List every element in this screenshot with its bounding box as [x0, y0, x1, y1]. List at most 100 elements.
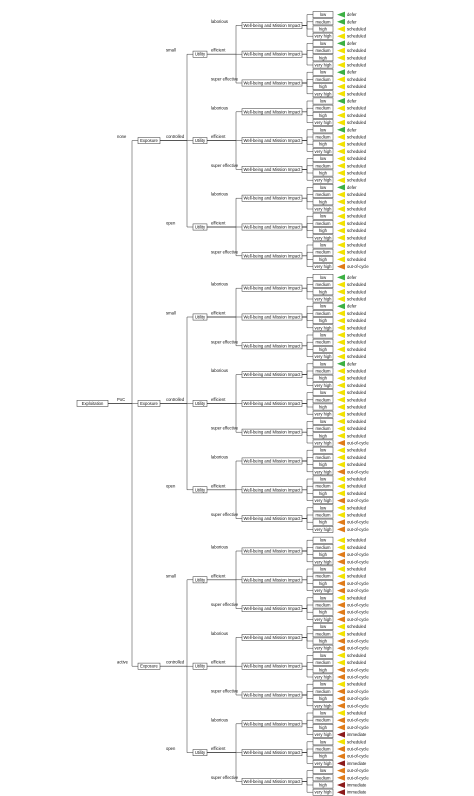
edge-wellbeing-level — [302, 21, 313, 26]
outcome-scheduled: scheduled — [347, 426, 367, 431]
outcome-marker — [337, 18, 345, 25]
impact-level-very-high-box — [312, 558, 334, 566]
wellbeing-node-box — [241, 778, 303, 785]
wellbeing-node-label: Well-being and Mission Impact — [244, 167, 302, 172]
edge-utility-wellbeing — [207, 316, 242, 347]
edge-wellbeing-level — [302, 431, 313, 437]
outcome-scheduled: scheduled — [347, 405, 367, 410]
edge-wellbeing-level — [302, 568, 313, 581]
outcome-marker — [337, 368, 345, 374]
wellbeing-node-label: Well-being and Mission Impact — [244, 109, 302, 114]
edge-wellbeing-level — [302, 478, 313, 491]
impact-level-high-label: high — [319, 783, 328, 788]
edge-wellbeing-level — [302, 550, 313, 563]
wellbeing-node-label: Well-being and Mission Impact — [244, 487, 302, 492]
impact-level-low: low — [312, 360, 334, 368]
outcome-scheduled: scheduled — [347, 106, 367, 111]
outcome-defer: defer — [347, 70, 357, 75]
impact-level-high: high — [312, 608, 334, 616]
wellbeing-node-box — [241, 252, 303, 260]
edge-wellbeing-level — [302, 752, 313, 764]
utility-value-efficient: efficient — [211, 221, 226, 226]
wellbeing-node-label: Well-being and Mission Impact — [244, 549, 302, 554]
utility-node-box — [192, 400, 208, 407]
utility-node-label: Utility — [195, 138, 206, 143]
outcome-out-of-cycle: out-of-cycle — [347, 264, 369, 269]
outcome-marker — [337, 54, 345, 61]
impact-level-medium-label: medium — [316, 455, 331, 460]
outcome-scheduled: scheduled — [347, 63, 367, 68]
wellbeing-node-label: Well-being and Mission Impact — [244, 343, 302, 348]
exposure-value-controlled: controlled — [166, 134, 185, 139]
impact-level-high-label: high — [319, 552, 328, 557]
utility-node: Utility — [192, 137, 208, 144]
edge-wellbeing-level — [302, 374, 313, 386]
edge-wellbeing-level — [302, 50, 313, 55]
edge-root-exposure — [108, 403, 138, 667]
impact-level-medium-label: medium — [316, 282, 331, 287]
impact-level-very-high: very high — [312, 90, 334, 98]
outcome-marker — [337, 105, 345, 112]
outcome-scheduled: scheduled — [347, 257, 367, 262]
impact-level-medium-label: medium — [316, 250, 331, 255]
edge-wellbeing-level — [302, 169, 313, 174]
root-exploitation-node-box — [76, 400, 109, 407]
impact-level-very-high-label: very high — [315, 354, 333, 359]
edge-utility-wellbeing — [207, 489, 242, 519]
utility-node-label: Utility — [195, 577, 206, 582]
exposure-value-controlled: controlled — [166, 660, 185, 665]
impact-level-low-box — [312, 652, 334, 659]
impact-level-low-label: low — [320, 127, 327, 132]
outcome-out-of-cycle: out-of-cycle — [347, 603, 369, 608]
impact-level-medium-box — [312, 482, 334, 490]
impact-level-low: low — [312, 594, 334, 602]
impact-level-medium-box — [312, 18, 334, 26]
impact-level-high: high — [312, 346, 334, 353]
outcome-out-of-cycle: out-of-cycle — [347, 725, 369, 730]
impact-level-very-high: very high — [312, 673, 334, 681]
impact-level-medium-box — [312, 220, 334, 227]
impact-level-medium-label: medium — [316, 221, 331, 226]
impact-level-low-label: low — [320, 711, 327, 716]
impact-level-low: low — [312, 389, 334, 396]
outcome-scheduled: scheduled — [347, 739, 367, 744]
outcome-scheduled: scheduled — [347, 192, 367, 197]
outcome-out-of-cycle: out-of-cycle — [347, 675, 369, 680]
impact-level-medium-box — [312, 47, 334, 54]
wellbeing-node: Well-being and Mission Impact — [241, 223, 303, 231]
impact-level-medium: medium — [312, 310, 334, 317]
outcome-marker — [337, 119, 345, 126]
outcome-marker — [337, 112, 345, 119]
outcome-marker — [337, 184, 345, 191]
edge-wellbeing-level — [302, 187, 313, 199]
wellbeing-node-label: Well-being and Mission Impact — [244, 721, 302, 726]
impact-level-medium-label: medium — [316, 603, 331, 608]
impact-level-low-label: low — [320, 275, 327, 280]
edge-utility-wellbeing — [207, 579, 242, 609]
wellbeing-node-box — [241, 371, 303, 378]
edge-wellbeing-level — [302, 637, 313, 649]
utility-value-laborious: laborious — [211, 192, 228, 197]
impact-level-medium: medium — [312, 630, 334, 638]
outcome-marker — [337, 332, 345, 338]
impact-level-low-label: low — [320, 505, 327, 510]
impact-level-medium: medium — [312, 688, 334, 695]
impact-level-high: high — [312, 724, 334, 731]
outcome-out-of-cycle: out-of-cycle — [347, 559, 369, 564]
impact-level-very-high-label: very high — [315, 441, 333, 446]
edge-wellbeing-level — [302, 82, 313, 95]
utility-value-laborious: laborious — [211, 631, 228, 636]
outcome-scheduled: scheduled — [347, 545, 367, 550]
exposure-node: Exposure — [137, 400, 161, 407]
impact-level-high-label: high — [319, 376, 328, 381]
utility-value-super-effective: super effective — [211, 163, 239, 168]
impact-level-low: low — [312, 475, 334, 483]
impact-level-very-high-box — [312, 760, 334, 767]
impact-level-low-label: low — [320, 538, 327, 543]
impact-level-high-box — [312, 198, 334, 206]
outcome-scheduled: scheduled — [347, 448, 367, 453]
impact-level-very-high: very high — [312, 497, 334, 504]
outcome-scheduled: scheduled — [347, 419, 367, 424]
wellbeing-node-box — [241, 691, 303, 699]
wellbeing-node-label: Well-being and Mission Impact — [244, 253, 302, 258]
